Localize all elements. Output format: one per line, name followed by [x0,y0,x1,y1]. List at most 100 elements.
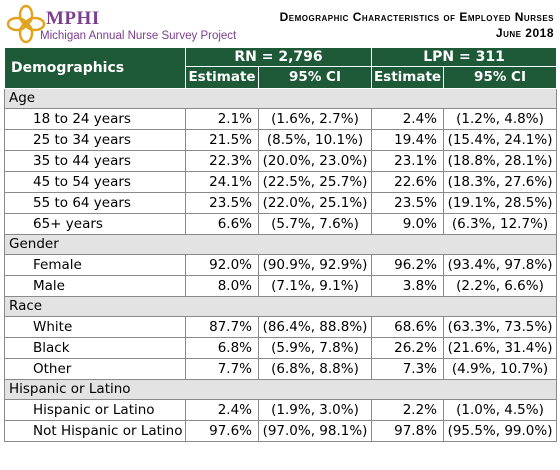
row-label: 65+ years [4,213,186,235]
lpn-ci-cell: (4.9%, 10.7%) [443,358,558,380]
table-row: Not Hispanic or Latino 97.6% (97.0%, 98.1%… [4,420,558,442]
rn-ci-cell: (1.6%, 2.7%) [257,108,373,130]
section-row: Age [3,88,558,109]
row-label: 55 to 64 years [4,192,186,214]
row-label: 18 to 24 years [4,108,186,130]
row-label: Black [4,337,186,359]
logo-subtitle: Michigan Annual Nurse Survey Project [40,30,237,42]
rn-estimate-cell: 7.7% [185,358,259,380]
lpn-estimate-cell: 26.2% [371,337,445,359]
section-title: Hispanic or Latino [3,379,558,400]
rn-estimate-cell: 24.1% [185,171,259,193]
section-title: Race [3,296,558,317]
row-label: 35 to 44 years [4,150,186,172]
mphi-logo: MPHI Michigan Annual Nurse Survey Projec… [6,4,306,44]
lpn-ci-cell: (2.2%, 6.6%) [443,275,558,297]
lpn-estimate-header: Estimate [371,66,445,89]
demographics-column-header: Demographics [4,47,186,89]
row-label: Female [4,254,186,276]
row-label: Male [4,275,186,297]
table-row: Black 6.8% (5.9%, 7.8%) 26.2% (21.6%, 31.4%) [4,337,558,359]
rn-ci-header: 95% CI [257,66,373,89]
rn-estimate-cell: 6.6% [185,213,259,235]
report-header: MPHI Michigan Annual Nurse Survey Projec… [0,0,560,46]
rn-estimate-cell: 2.1% [185,108,259,130]
lpn-ci-cell: (95.5%, 99.0%) [443,420,558,442]
row-label: Hispanic or Latino [4,399,186,421]
flower-logo-icon [6,4,46,44]
rn-estimate-cell: 21.5% [185,129,259,151]
lpn-estimate-cell: 3.8% [371,275,445,297]
lpn-ci-cell: (1.2%, 4.8%) [443,108,558,130]
section-title: Gender [3,234,558,255]
table-row: 25 to 34 years 21.5% (8.5%, 10.1%) 19.4% (15… [4,129,558,151]
lpn-estimate-cell: 68.6% [371,316,445,338]
lpn-estimate-cell: 23.1% [371,150,445,172]
lpn-ci-cell: (63.3%, 73.5%) [443,316,558,338]
rn-estimate-cell: 97.6% [185,420,259,442]
lpn-estimate-cell: 22.6% [371,171,445,193]
rn-ci-cell: (5.7%, 7.6%) [257,213,373,235]
rn-group-header: RN = 2,796 [184,47,373,67]
rn-estimate-cell: 87.7% [185,316,259,338]
rn-estimate-cell: 2.4% [185,399,259,421]
table-row: 55 to 64 years 23.5% (22.0%, 25.1%) 23.5% (1… [4,192,558,214]
lpn-ci-header: 95% CI [443,66,558,89]
table-row: White 87.7% (86.4%, 88.8%) 68.6% (63.3%, 73.… [4,316,558,338]
lpn-ci-cell: (1.0%, 4.5%) [443,399,558,421]
rn-ci-cell: (22.0%, 25.1%) [257,192,373,214]
lpn-estimate-cell: 2.2% [371,399,445,421]
lpn-ci-cell: (6.3%, 12.7%) [443,213,558,235]
table-body: Age 18 to 24 years 2.1% (1.6%, 2.7%) 2.4% (1.… [3,88,558,442]
row-label: 45 to 54 years [4,171,186,193]
rn-estimate-cell: 6.8% [185,337,259,359]
section-title: Age [3,88,558,109]
lpn-ci-cell: (93.4%, 97.8%) [443,254,558,276]
row-label: Other [4,358,186,380]
row-label: White [4,316,186,338]
lpn-ci-cell: (18.3%, 27.6%) [443,171,558,193]
rn-estimate-cell: 92.0% [185,254,259,276]
rn-ci-cell: (20.0%, 23.0%) [257,150,373,172]
lpn-ci-cell: (15.4%, 24.1%) [443,129,558,151]
report-title-block: Demographic Characteristics of Employed … [280,9,554,41]
lpn-ci-cell: (18.8%, 28.1%) [443,150,558,172]
rn-ci-cell: (8.5%, 10.1%) [257,129,373,151]
lpn-estimate-cell: 97.8% [371,420,445,442]
lpn-estimate-cell: 2.4% [371,108,445,130]
rn-ci-cell: (86.4%, 88.8%) [257,316,373,338]
report-title: Demographic Characteristics of Employed … [279,10,554,24]
table-row: Female 92.0% (90.9%, 92.9%) 96.2% (93.4%, 97… [4,254,558,276]
rn-ci-cell: (90.9%, 92.9%) [257,254,373,276]
lpn-estimate-cell: 96.2% [371,254,445,276]
rn-ci-cell: (1.9%, 3.0%) [257,399,373,421]
lpn-ci-cell: (19.1%, 28.5%) [443,192,558,214]
table-row: 65+ years 6.6% (5.7%, 7.6%) 9.0% (6.3%, 12.7… [4,213,558,235]
rn-ci-cell: (6.8%, 8.8%) [257,358,373,380]
report-date: June 2018 [495,26,554,40]
rn-estimate-header: Estimate [185,66,259,89]
demographics-table: Demographics RN = 2,796 LPN = 311 Estima… [3,47,558,442]
section-row: Gender [3,234,558,255]
rn-ci-cell: (5.9%, 7.8%) [257,337,373,359]
rn-ci-cell: (7.1%, 9.1%) [257,275,373,297]
table-row: 45 to 54 years 24.1% (22.5%, 25.7%) 22.6% (1… [4,171,558,193]
lpn-ci-cell: (21.6%, 31.4%) [443,337,558,359]
section-row: Hispanic or Latino [3,379,558,400]
logo-abbreviation: MPHI [46,8,100,29]
table-row: Male 8.0% (7.1%, 9.1%) 3.8% (2.2%, 6.6%) [4,275,558,297]
table-row: Other 7.7% (6.8%, 8.8%) 7.3% (4.9%, 10.7%) [4,358,558,380]
row-label: Not Hispanic or Latino [4,420,186,442]
lpn-estimate-cell: 7.3% [371,358,445,380]
rn-ci-cell: (22.5%, 25.7%) [257,171,373,193]
lpn-group-header: LPN = 311 [371,47,558,67]
table-row: 35 to 44 years 22.3% (20.0%, 23.0%) 23.1% (1… [4,150,558,172]
lpn-estimate-cell: 23.5% [371,192,445,214]
table-row: Hispanic or Latino 2.4% (1.9%, 3.0%) 2.2% (1… [4,399,558,421]
rn-estimate-cell: 23.5% [185,192,259,214]
rn-estimate-cell: 22.3% [185,150,259,172]
rn-ci-cell: (97.0%, 98.1%) [257,420,373,442]
rn-estimate-cell: 8.0% [185,275,259,297]
section-row: Race [3,296,558,317]
table-row: 18 to 24 years 2.1% (1.6%, 2.7%) 2.4% (1.2%,… [4,108,558,130]
